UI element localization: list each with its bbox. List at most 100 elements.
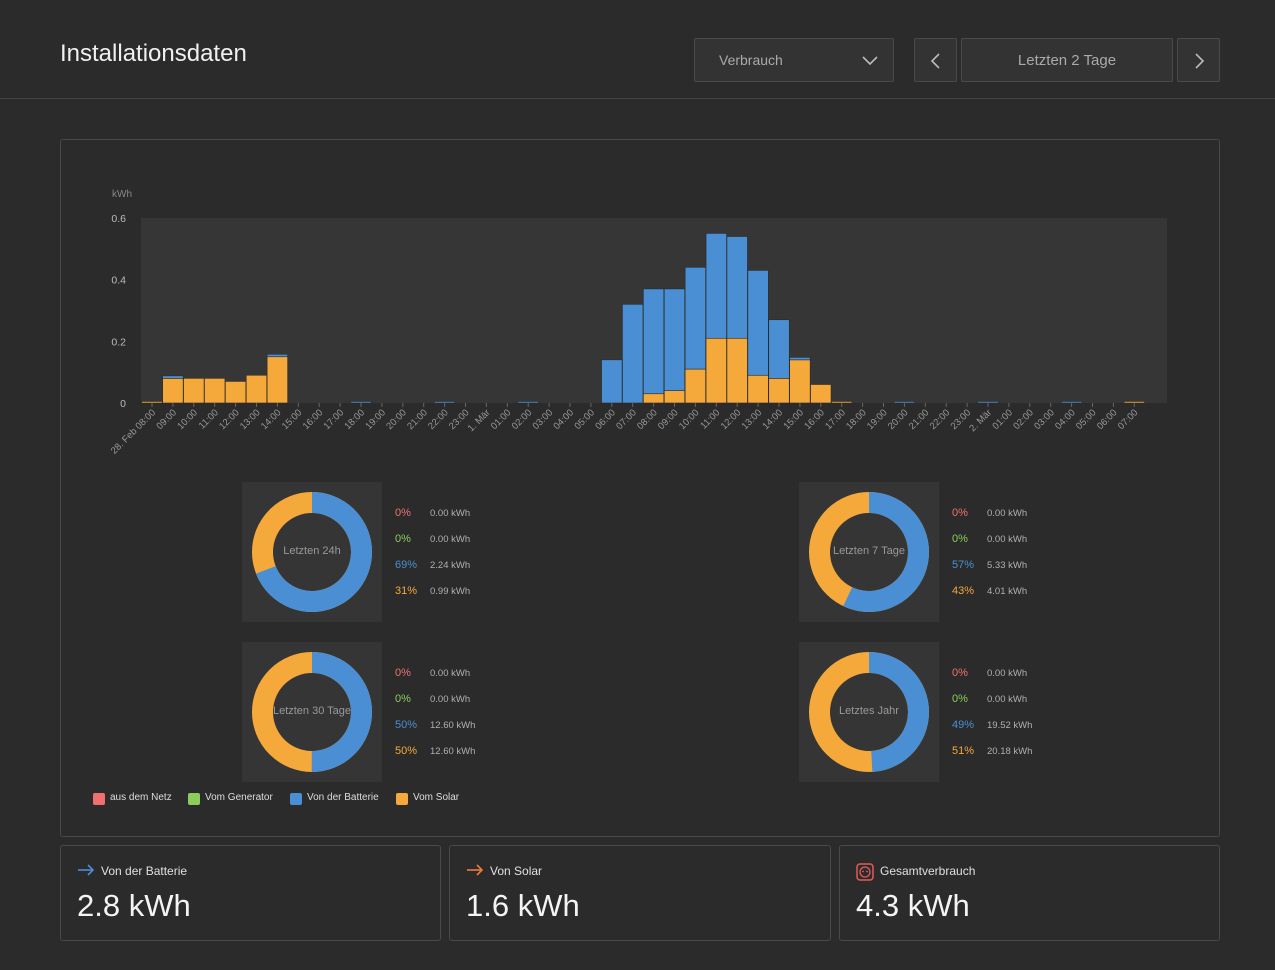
- stat-kwh: 0.99 kWh: [430, 586, 471, 597]
- bar-segment: [350, 401, 372, 404]
- x-tick-label: 16:00: [301, 407, 326, 432]
- stat-kwh: 20.18 kWh: [987, 746, 1033, 757]
- range-display: Letzten 2 Tage: [961, 38, 1173, 82]
- summary-card-batterie: Von der Batterie 2.8 kWh: [60, 845, 441, 941]
- summary-card-solar: Von Solar 1.6 kWh: [449, 845, 831, 941]
- x-tick-label: 10:00: [677, 407, 702, 432]
- stat-percent: 0%: [395, 693, 411, 705]
- legend-label: Vom Solar: [413, 792, 460, 803]
- x-tick-label: 2. Mär: [967, 407, 994, 434]
- x-tick-label: 09:00: [154, 407, 179, 432]
- summary-title: Von Solar: [490, 864, 543, 878]
- x-tick-label: 01:00: [489, 407, 514, 432]
- x-tick-label: 05:00: [1074, 407, 1099, 432]
- stat-percent: 0%: [952, 667, 968, 679]
- bar-segment: [622, 304, 644, 404]
- summary-title: Von der Batterie: [101, 864, 188, 878]
- bar-segment: [643, 393, 665, 404]
- donut-graphic: [809, 652, 929, 772]
- bar-segment: [789, 357, 811, 361]
- x-tick-label: 1. Mär: [466, 407, 493, 434]
- stat-kwh: 0.00 kWh: [987, 508, 1028, 519]
- stat-percent: 50%: [395, 745, 418, 757]
- stat-kwh: 0.00 kWh: [987, 534, 1028, 545]
- stat-percent: 0%: [952, 693, 968, 705]
- bar-segment: [747, 270, 769, 376]
- x-tick-label: 06:00: [1095, 407, 1120, 432]
- x-tick-label: 21:00: [405, 407, 430, 432]
- donut-slice-batterie: [252, 492, 372, 612]
- stat-kwh: 12.60 kWh: [430, 720, 476, 731]
- stat-percent: 0%: [395, 667, 411, 679]
- previous-range-button[interactable]: [914, 38, 957, 82]
- page-title: Installationsdaten: [60, 40, 247, 67]
- x-tick-label: 06:00: [593, 407, 618, 432]
- bar-segment: [705, 337, 727, 404]
- x-tick-label: 18:00: [343, 407, 368, 432]
- chevron-down-icon: [862, 56, 878, 66]
- bar-segment: [726, 337, 748, 404]
- x-tick-label: 07:00: [614, 407, 639, 432]
- bar-segment: [245, 374, 268, 404]
- x-tick-label: 14:00: [259, 407, 284, 432]
- summary-title: Gesamtverbrauch: [880, 864, 976, 878]
- bar-segment: [705, 233, 727, 339]
- x-tick-label: 04:00: [1053, 407, 1078, 432]
- stat-percent: 49%: [952, 719, 975, 731]
- bar-segment: [768, 319, 790, 379]
- arrow-right-icon: [467, 864, 484, 876]
- donut-label: Letztes Jahr: [839, 705, 899, 717]
- x-tick-label: 18:00: [844, 407, 869, 432]
- x-tick-label: 02:00: [1011, 407, 1036, 432]
- donut-chart: Letzten 7 Tage: [799, 482, 939, 622]
- y-tick-label: 0.4: [111, 275, 126, 287]
- x-tick-label: 21:00: [907, 407, 932, 432]
- stat-percent: 57%: [952, 559, 975, 571]
- outlet-icon: [856, 863, 874, 881]
- chevron-left-icon: [930, 53, 940, 69]
- donut-label: Letzten 24h: [283, 545, 341, 557]
- stat-percent: 31%: [395, 585, 418, 597]
- donut-slice-batterie: [809, 492, 929, 612]
- stat-kwh: 5.33 kWh: [987, 560, 1028, 571]
- x-tick-label: 09:00: [656, 407, 681, 432]
- stat-kwh: 0.00 kWh: [987, 694, 1028, 705]
- donut-graphic: [252, 492, 372, 612]
- bar-segment: [810, 384, 832, 404]
- stat-kwh: 0.00 kWh: [430, 508, 471, 519]
- donut-label: Letzten 7 Tage: [833, 545, 905, 557]
- y-tick-label: 0: [120, 398, 126, 410]
- bar-segment: [643, 288, 665, 395]
- x-tick-label: 13:00: [740, 407, 765, 432]
- x-tick-label: 20:00: [384, 407, 409, 432]
- legend-label: aus dem Netz: [110, 792, 172, 803]
- y-axis-label: kWh: [112, 189, 132, 200]
- x-tick-label: 17:00: [322, 407, 347, 432]
- y-tick-label: 0.6: [111, 213, 126, 225]
- bar-segment: [141, 401, 163, 404]
- donut-chart: Letzten 24h: [242, 482, 382, 622]
- data-type-dropdown[interactable]: Verbrauch: [694, 38, 894, 82]
- bar-segment: [434, 401, 456, 404]
- page-header: Installationsdaten Verbrauch Letzten 2 T…: [0, 0, 1275, 99]
- x-tick-label: 03:00: [531, 407, 556, 432]
- summary-value: 1.6 kWh: [466, 888, 580, 923]
- stat-percent: 0%: [952, 507, 968, 519]
- stat-percent: 69%: [395, 559, 418, 571]
- stat-percent: 0%: [395, 507, 411, 519]
- bar-segment: [977, 401, 999, 404]
- stat-percent: 0%: [952, 533, 968, 545]
- x-tick-label: 20:00: [886, 407, 911, 432]
- bar-segment: [162, 375, 184, 379]
- bar-segment: [517, 401, 539, 404]
- bar-segment: [684, 267, 706, 370]
- x-tick-label: 17:00: [823, 407, 848, 432]
- x-tick-label: 15:00: [280, 407, 305, 432]
- chart-card: kWh 0 0.2 0.4 0.6 28. Feb 08:00 09:00 10:00 11:0…: [60, 139, 1220, 837]
- x-tick-label: 03:00: [1032, 407, 1057, 432]
- next-range-button[interactable]: [1177, 38, 1220, 82]
- arrow-right-icon: [78, 864, 95, 876]
- x-tick-label: 14:00: [761, 407, 786, 432]
- bar-segment: [1061, 401, 1083, 404]
